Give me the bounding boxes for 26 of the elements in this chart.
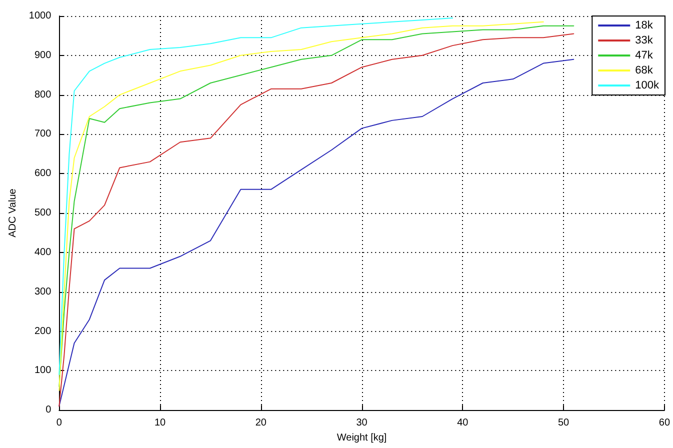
legend-label: 33k <box>635 34 654 46</box>
legend-label: 100k <box>635 80 660 92</box>
y-tick-label: 600 <box>34 168 52 180</box>
x-tick-label: 10 <box>154 418 166 429</box>
x-axis-title: Weight [kg] <box>336 432 387 444</box>
legend-label: 47k <box>635 50 654 62</box>
x-tick-label: 40 <box>457 418 469 429</box>
x-tick-label: 20 <box>255 418 267 429</box>
y-tick-label: 500 <box>34 208 52 219</box>
y-tick-label: 100 <box>34 365 52 376</box>
y-tick-label: 700 <box>34 128 52 140</box>
x-tick-label: 50 <box>558 418 570 429</box>
x-tick-label: 30 <box>356 418 368 429</box>
y-tick-label: 400 <box>34 246 52 258</box>
x-tick-label: 60 <box>658 418 670 429</box>
y-axis-title: ADC Value <box>8 188 18 238</box>
legend-label: 18k <box>635 20 654 32</box>
y-tick-label: 200 <box>34 326 52 337</box>
legend-label: 68k <box>635 64 654 76</box>
y-tick-label: 300 <box>34 286 52 298</box>
y-tick-label: 1000 <box>28 10 52 22</box>
y-tick-label: 900 <box>34 50 52 61</box>
x-tick-label: 0 <box>56 418 62 429</box>
line-series <box>58 17 454 376</box>
y-tick-label: 800 <box>34 89 52 100</box>
y-tick-label: 0 <box>46 404 52 416</box>
